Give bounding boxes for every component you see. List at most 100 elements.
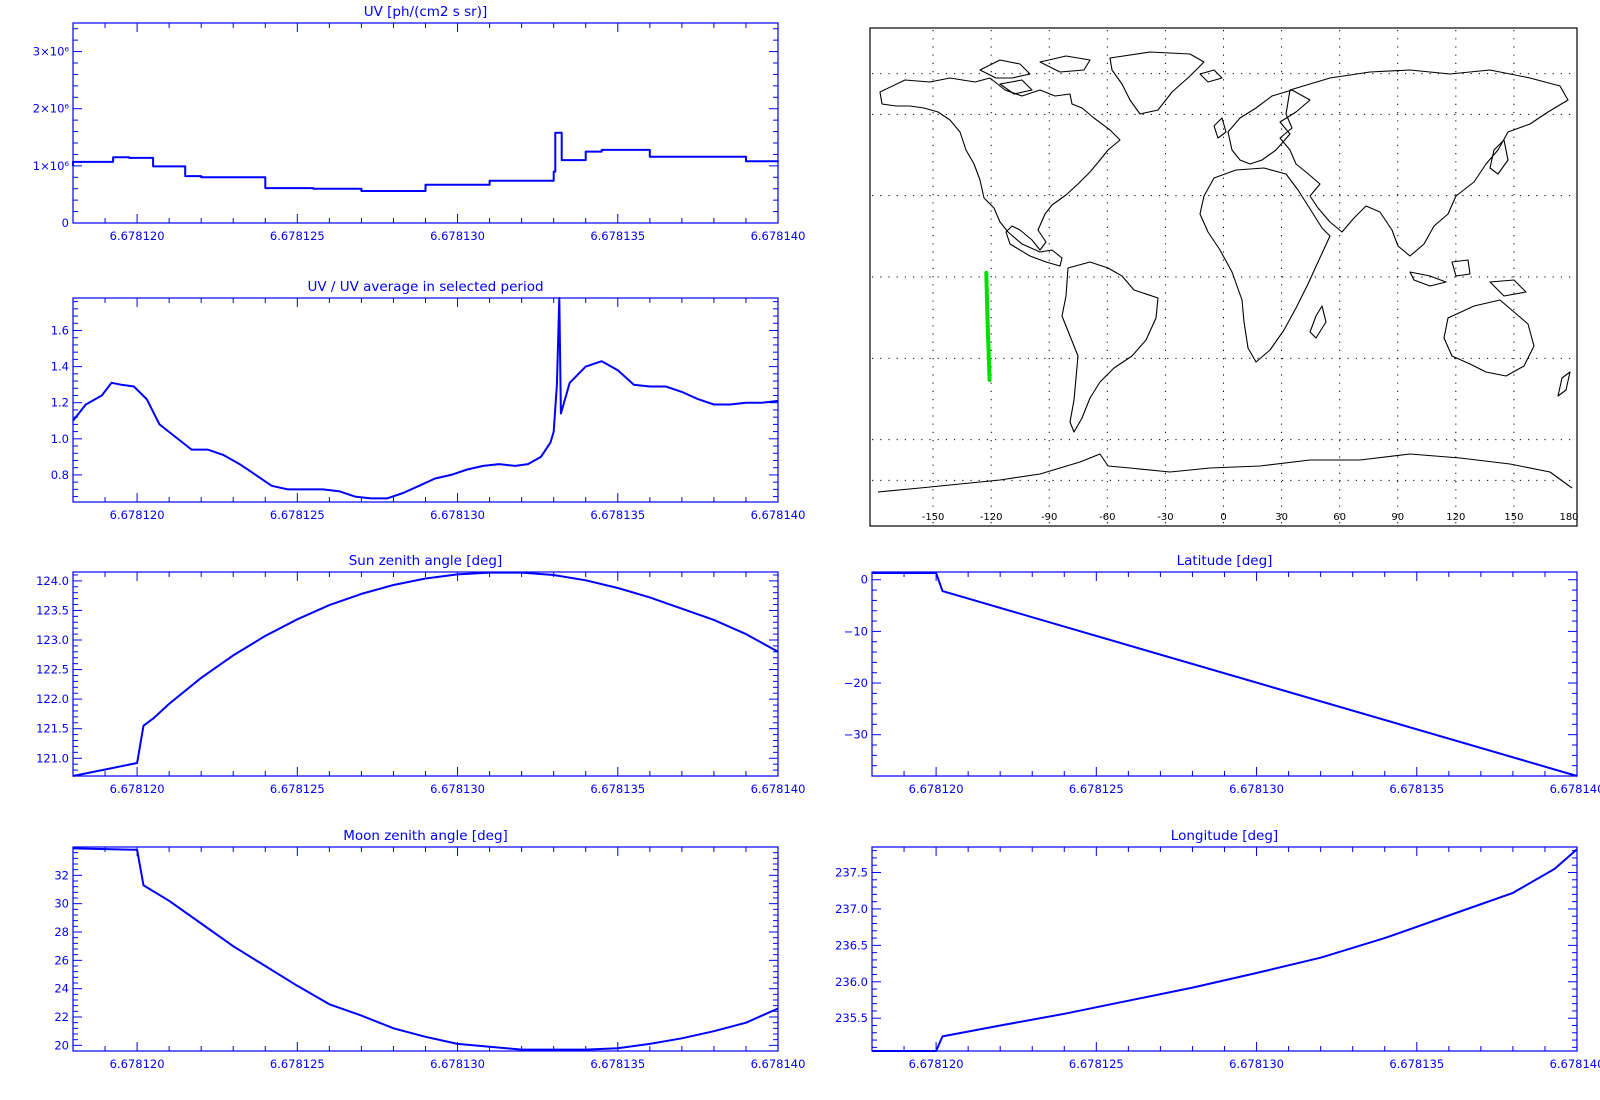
x-tick-label: 6.678120 [110, 508, 165, 522]
y-tick-label: 24 [54, 982, 69, 996]
y-tick-label: 1.2 [51, 396, 69, 410]
y-tick-label: 1.0 [51, 432, 69, 446]
series-line [72, 847, 779, 1051]
x-tick-label: 6.678130 [430, 229, 485, 243]
lon-tick-label: 150 [1504, 512, 1523, 523]
x-tick-label: 6.678130 [1229, 1057, 1284, 1071]
y-tick-label: 237.0 [835, 902, 868, 916]
series-line [72, 131, 779, 192]
plot-frame [72, 846, 779, 1052]
y-tick-label: 30 [54, 897, 69, 911]
y-tick-label: 122.0 [36, 692, 69, 706]
y-tick-label: 121.5 [36, 722, 69, 736]
y-tick-label: 123.0 [36, 633, 69, 647]
latitude-chart: Latitude [deg] 6.678120 6.678125 6.678130 6.… [844, 553, 1600, 796]
x-tick-label: 6.678140 [1550, 1057, 1600, 1071]
y-tick-label: 122.5 [36, 663, 69, 677]
lon-tick-label: -30 [1157, 512, 1173, 523]
x-tick-label: 6.678135 [590, 782, 645, 796]
moon-zenith-chart: Moon zenith angle [deg] 6.678120 6.678125 6… [54, 828, 805, 1071]
y-tick-label: 0 [62, 216, 69, 230]
y-tick-label: 1×10⁶ [33, 159, 70, 173]
chart-title: Moon zenith angle [deg] [343, 828, 508, 844]
series-line [72, 297, 779, 500]
x-tick-label: 6.678140 [1550, 782, 1600, 796]
y-tick-label: 236.5 [835, 938, 868, 952]
chart-title: UV [ph/(cm2 s sr)] [364, 4, 488, 20]
chart-title: UV / UV average in selected period [307, 279, 543, 295]
lon-tick-label: 0 [1220, 512, 1226, 523]
x-tick-label: 6.678125 [1069, 782, 1124, 796]
map-longitude-ticks: -150 -120 -90 -60 -30 0 30 60 90 120 150 180 [922, 512, 1579, 523]
y-tick-label: 0 [861, 573, 868, 587]
plot-frame [72, 22, 779, 224]
y-tick-label: 3×10⁶ [33, 45, 70, 59]
y-tick-label: 28 [54, 925, 69, 939]
lon-tick-label: 60 [1333, 512, 1346, 523]
lon-tick-label: 90 [1391, 512, 1404, 523]
y-tick-label: 20 [54, 1038, 69, 1052]
y-tick-label: 236.0 [835, 975, 868, 989]
x-tick-label: 6.678130 [430, 1057, 485, 1071]
map-coastlines [877, 51, 1573, 493]
x-tick-label: 6.678120 [110, 1057, 165, 1071]
y-tick-label: 32 [54, 868, 69, 882]
plot-frame [871, 846, 1578, 1052]
x-tick-label: 6.678140 [751, 782, 806, 796]
series-line [72, 571, 779, 777]
x-tick-label: 6.678140 [751, 229, 806, 243]
y-tick-label: 2×10⁶ [33, 102, 70, 116]
plot-frame [72, 297, 779, 503]
x-tick-label: 6.678135 [1389, 782, 1444, 796]
chart-title: Latitude [deg] [1177, 553, 1273, 569]
x-tick-label: 6.678120 [110, 782, 165, 796]
lon-tick-label: 180 [1559, 512, 1578, 523]
y-tick-label: 123.5 [36, 603, 69, 617]
y-tick-label: 1.4 [51, 360, 69, 374]
x-tick-label: 6.678125 [270, 1057, 325, 1071]
x-tick-label: 6.678120 [110, 229, 165, 243]
satellite-track [984, 270, 992, 382]
y-tick-label: 26 [54, 953, 69, 967]
y-tick-label: −20 [844, 676, 868, 690]
y-tick-label: 0.8 [51, 468, 69, 482]
chart-title: Longitude [deg] [1171, 828, 1278, 844]
uv-chart: UV [ph/(cm2 s sr)] 6.678120 6.678125 6.6781… [33, 4, 806, 243]
x-tick-label: 6.678135 [590, 229, 645, 243]
y-tick-label: 124.0 [36, 574, 69, 588]
x-tick-label: 6.678135 [590, 508, 645, 522]
map-grid [872, 30, 1575, 524]
x-tick-label: 6.678130 [430, 508, 485, 522]
x-tick-label: 6.678135 [1389, 1057, 1444, 1071]
lon-tick-label: -60 [1099, 512, 1115, 523]
world-map: -150 -120 -90 -60 -30 0 30 60 90 120 150 180 [869, 27, 1579, 527]
x-tick-label: 6.678140 [751, 508, 806, 522]
lon-tick-label: 30 [1275, 512, 1288, 523]
y-tick-label: 235.5 [835, 1011, 868, 1025]
uv-ratio-chart: UV / UV average in selected period 6.6781… [51, 279, 806, 522]
x-tick-label: 6.678125 [270, 229, 325, 243]
sun-zenith-chart: Sun zenith angle [deg] 6.678120 6.678125 6.… [36, 553, 805, 796]
series-line [872, 848, 1578, 1052]
x-tick-label: 6.678120 [909, 782, 964, 796]
y-tick-label: −10 [844, 624, 868, 638]
longitude-chart: Longitude [deg] 6.678120 6.678125 6.678130 6… [835, 828, 1600, 1071]
x-tick-label: 6.678130 [1229, 782, 1284, 796]
x-tick-label: 6.678125 [1069, 1057, 1124, 1071]
lon-tick-label: -90 [1041, 512, 1057, 523]
y-tick-label: 1.6 [51, 323, 69, 337]
plot-frame [72, 571, 779, 777]
lon-tick-label: 120 [1446, 512, 1465, 523]
y-tick-label: 22 [54, 1010, 69, 1024]
chart-title: Sun zenith angle [deg] [349, 553, 503, 569]
x-tick-label: 6.678125 [270, 782, 325, 796]
lon-tick-label: -120 [980, 512, 1003, 523]
x-tick-label: 6.678135 [590, 1057, 645, 1071]
series-line [872, 572, 1578, 777]
lon-tick-label: -150 [922, 512, 945, 523]
x-tick-label: 6.678130 [430, 782, 485, 796]
y-tick-label: 237.5 [835, 866, 868, 880]
y-tick-label: 121.0 [36, 751, 69, 765]
x-tick-label: 6.678125 [270, 508, 325, 522]
